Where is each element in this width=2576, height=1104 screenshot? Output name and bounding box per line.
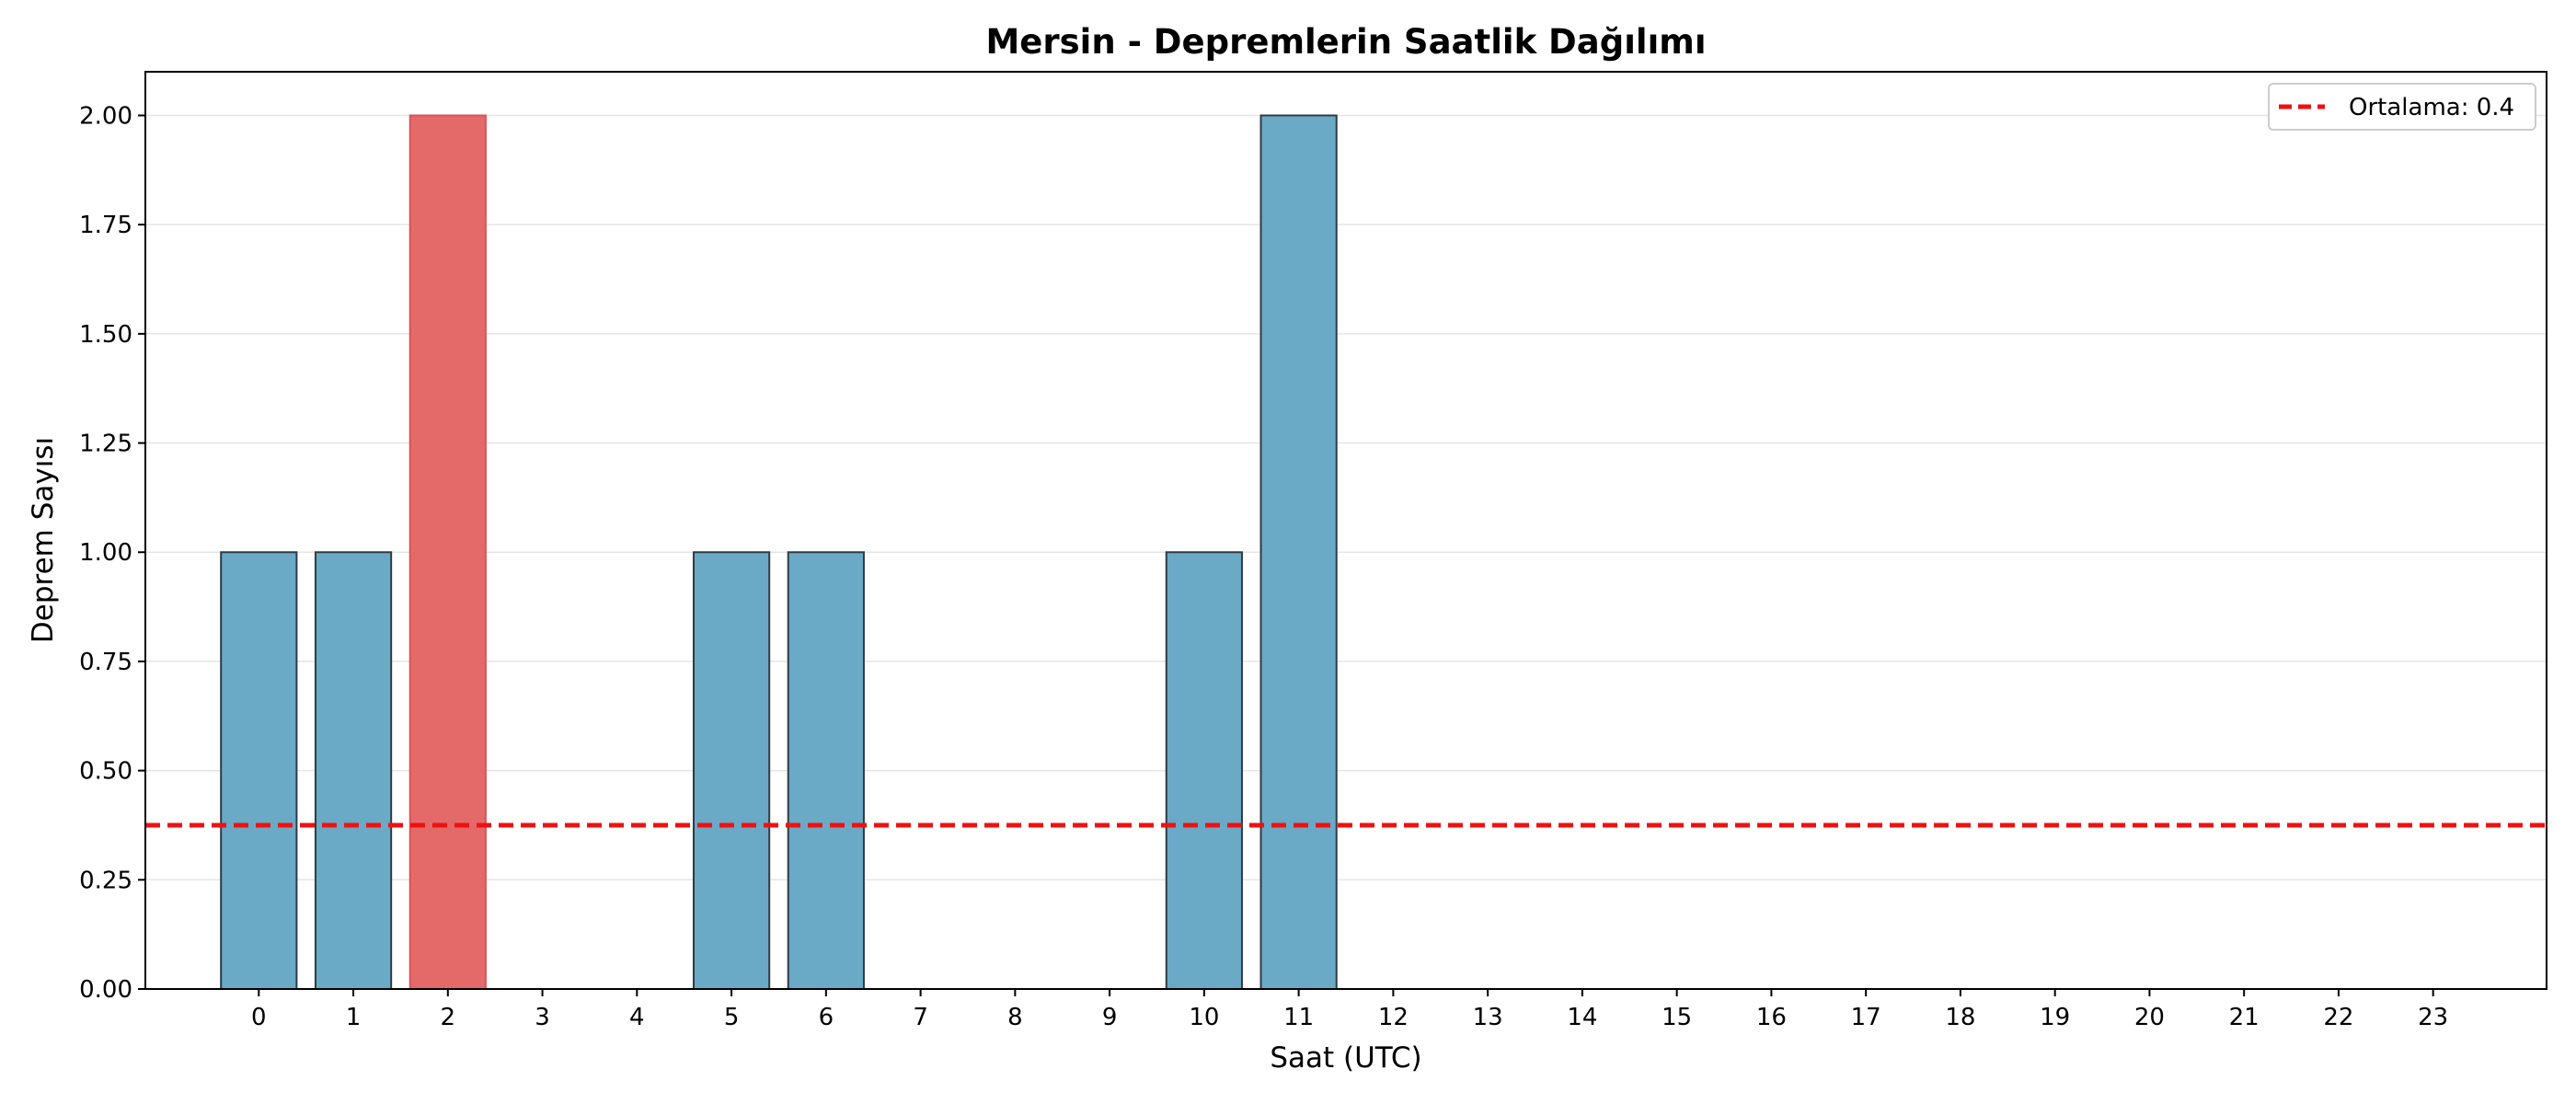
- x-tick-label-12: 12: [1378, 1004, 1409, 1031]
- y-tick-label-7: 1.75: [79, 212, 132, 239]
- x-tick-label-5: 5: [724, 1004, 740, 1031]
- x-tick-label-19: 19: [2040, 1004, 2070, 1031]
- bar-hour-0: [220, 551, 298, 990]
- legend-label-mean: Ortalama: 0.4: [2349, 94, 2514, 121]
- bar-hour-2: [408, 114, 487, 990]
- y-tick-label-6: 1.50: [79, 321, 132, 349]
- bar-hour-1: [314, 551, 393, 990]
- x-tick-label-13: 13: [1473, 1004, 1503, 1031]
- x-tick-label-18: 18: [1945, 1004, 1975, 1031]
- x-tick-label-17: 17: [1851, 1004, 1881, 1031]
- x-tick-label-6: 6: [819, 1004, 834, 1031]
- x-axis-label: Saat (UTC): [1270, 1041, 1421, 1075]
- x-tick-label-11: 11: [1283, 1004, 1314, 1031]
- bar-hour-6: [787, 551, 865, 990]
- x-tick-label-20: 20: [2134, 1004, 2165, 1031]
- bars: [220, 114, 1338, 990]
- x-tick-label-0: 0: [251, 1004, 267, 1031]
- y-tick-label-1: 0.25: [79, 867, 132, 894]
- grid-lines: [145, 114, 2547, 990]
- x-tick-label-3: 3: [535, 1004, 550, 1031]
- x-tick-label-16: 16: [1756, 1004, 1787, 1031]
- x-tick-label-14: 14: [1567, 1004, 1597, 1031]
- x-tick-label-4: 4: [629, 1004, 645, 1031]
- plot-frame: [144, 71, 2547, 990]
- y-tick-label-8: 2.00: [79, 102, 132, 130]
- x-tick-label-15: 15: [1662, 1004, 1692, 1031]
- x-tick-label-21: 21: [2229, 1004, 2260, 1031]
- x-tick-label-7: 7: [913, 1004, 928, 1031]
- x-tick-label-8: 8: [1007, 1004, 1023, 1031]
- bar-hour-11: [1259, 114, 1338, 990]
- y-axis-label: Deprem Sayısı: [27, 437, 60, 643]
- legend-box: [2268, 83, 2536, 131]
- x-tick-label-23: 23: [2418, 1004, 2448, 1031]
- legend: Ortalama: 0.4: [2268, 83, 2536, 131]
- x-tick-label-9: 9: [1102, 1004, 1118, 1031]
- x-tick-label-10: 10: [1189, 1004, 1219, 1031]
- x-tick-label-1: 1: [346, 1004, 362, 1031]
- bar-hour-5: [692, 551, 771, 990]
- axes: 0.000.250.500.751.001.251.501.752.000 1 2 3…: [79, 71, 2547, 1031]
- bar-hour-10: [1165, 551, 1243, 990]
- y-tick-label-4: 1.00: [79, 539, 132, 567]
- x-tick-label-22: 22: [2323, 1004, 2353, 1031]
- y-tick-label-5: 1.25: [79, 431, 132, 458]
- y-tick-label-0: 0.00: [79, 976, 132, 1004]
- chart-title: Mersin - Depremlerin Saatlik Dağılımı: [985, 22, 1706, 62]
- y-tick-label-2: 0.50: [79, 758, 132, 786]
- x-tick-label-2: 2: [441, 1004, 456, 1031]
- y-tick-label-3: 0.75: [79, 649, 132, 676]
